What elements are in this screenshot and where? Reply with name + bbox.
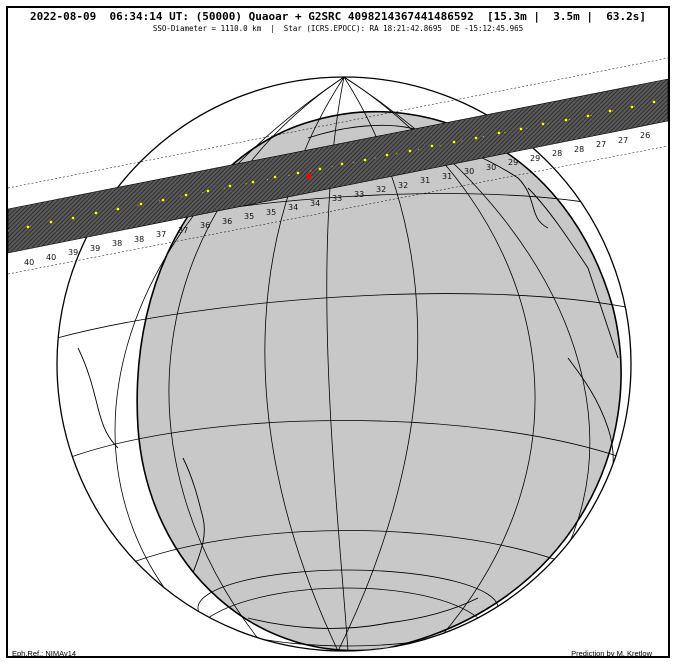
time-label: 30 xyxy=(486,163,496,172)
time-label: 36 xyxy=(222,217,232,226)
time-label: 40 xyxy=(24,258,34,267)
time-label: 35 xyxy=(266,208,276,217)
closest-approach-marker xyxy=(306,173,312,179)
time-label: 29 xyxy=(530,154,540,163)
time-label: 33 xyxy=(332,194,342,203)
time-label: 31 xyxy=(442,172,452,181)
time-label: 38 xyxy=(134,235,144,244)
time-label: 39 xyxy=(68,248,78,257)
chart-subtitle: SSO-Diameter = 1110.0 km | Star (ICRS.EP… xyxy=(152,24,524,33)
occultation-map: 40 40 39 39 38 38 37 37 36 36 35 35 34 3… xyxy=(8,57,668,652)
time-label: 35 xyxy=(244,212,254,221)
centerline-markers xyxy=(26,100,656,229)
time-label: 32 xyxy=(398,181,408,190)
path-time-labels: 40 40 39 39 38 38 37 37 36 36 35 35 34 3… xyxy=(24,131,650,267)
time-label: 36 xyxy=(200,221,210,230)
time-label: 38 xyxy=(112,239,122,248)
time-label: 30 xyxy=(464,167,474,176)
time-label: 28 xyxy=(574,145,584,154)
chart-title: 2022-08-09 06:34:14 UT: (50000) Quaoar +… xyxy=(30,10,646,23)
time-label: 37 xyxy=(156,230,166,239)
map-frame: 2022-08-09 06:34:14 UT: (50000) Quaoar +… xyxy=(6,6,670,658)
shadow-path xyxy=(8,57,668,275)
time-label: 29 xyxy=(508,158,518,167)
time-label: 26 xyxy=(640,131,650,140)
time-label: 37 xyxy=(178,226,188,235)
shadow-band xyxy=(8,78,668,254)
time-label: 34 xyxy=(288,203,298,212)
time-label: 39 xyxy=(90,244,100,253)
ephemeris-reference: Eph.Ref.: NIMAv14 xyxy=(12,649,77,658)
prediction-credit: Prediction by M. Kretlow xyxy=(571,649,652,658)
time-label: 31 xyxy=(420,176,430,185)
time-label: 40 xyxy=(46,253,56,262)
time-label: 27 xyxy=(596,140,606,149)
time-label: 33 xyxy=(354,190,364,199)
time-label: 32 xyxy=(376,185,386,194)
time-label: 28 xyxy=(552,149,562,158)
time-label: 27 xyxy=(618,136,628,145)
time-label: 34 xyxy=(310,199,320,208)
